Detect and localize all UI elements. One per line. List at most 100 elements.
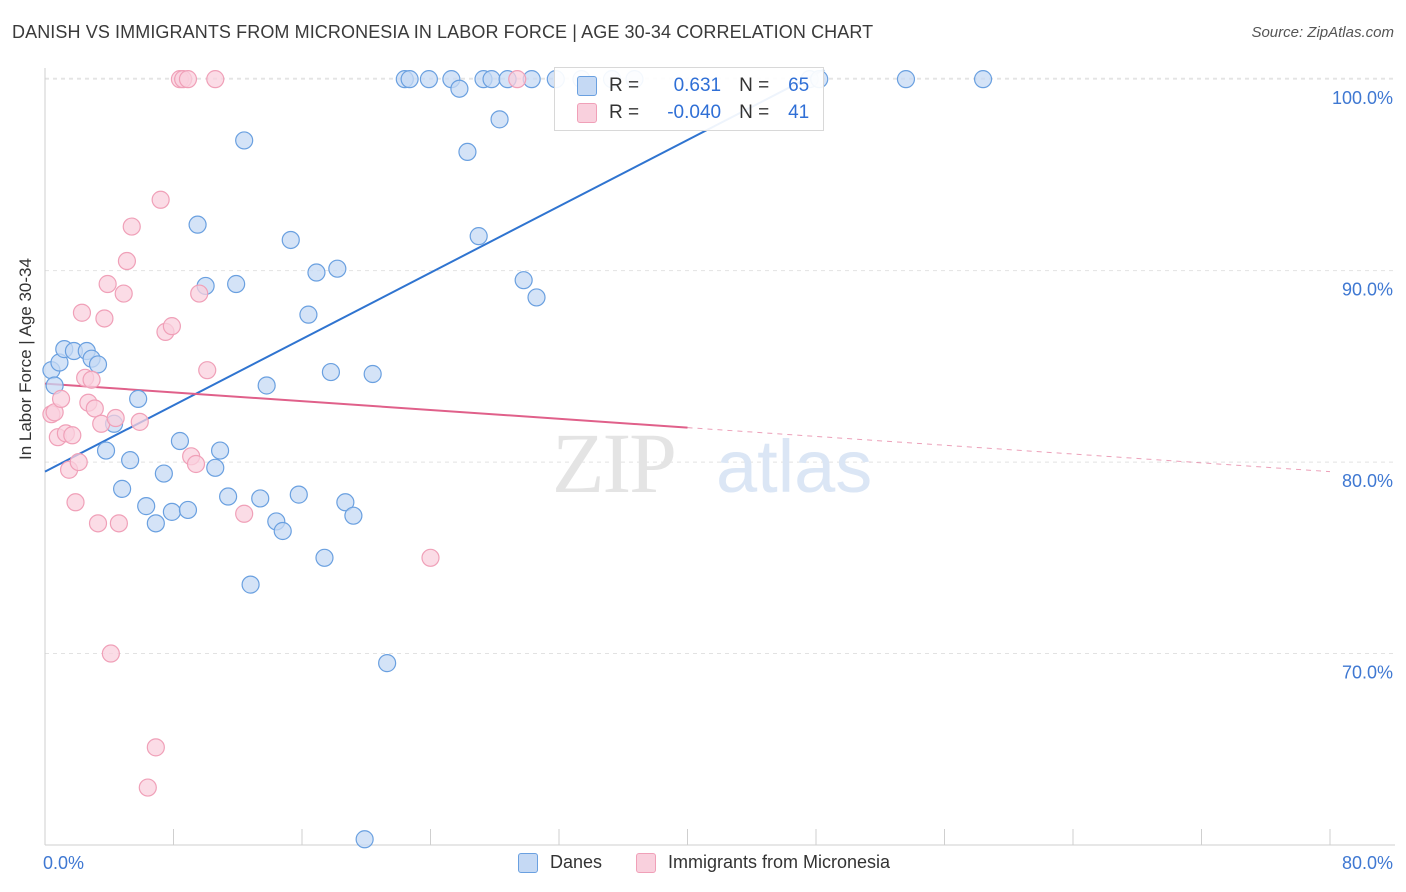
point-danes [188,215,207,234]
point-micronesia [117,251,137,271]
point-danes [154,464,173,483]
point-danes [129,389,148,408]
point-danes [251,489,270,508]
point-micronesia [186,454,206,474]
point-micronesia [69,452,88,472]
point-danes [321,362,341,382]
point-danes [289,485,308,504]
point-micronesia [508,70,527,89]
legend-swatch-danes [577,76,597,96]
point-danes [235,131,254,150]
point-micronesia [130,412,149,431]
point-danes [355,830,374,849]
point-danes [88,355,108,374]
chart-source: Source: ZipAtlas.com [1251,24,1394,41]
x-tick-label: 0.0% [43,853,84,873]
point-micronesia [101,644,120,663]
point-danes [219,487,238,506]
legend-n-label: N = [739,75,770,96]
point-micronesia [122,217,141,236]
point-danes [206,458,225,477]
point-danes [299,305,318,324]
point-danes [896,70,916,89]
legend-item-danes[interactable]: Danes [518,852,602,873]
point-danes [363,364,382,384]
point-danes [178,500,198,520]
point-danes [458,142,477,162]
point-danes [257,376,276,395]
legend-label-micronesia: Immigrants from Micronesia [668,852,891,872]
point-danes [490,110,509,129]
point-danes [514,271,533,290]
point-danes [273,521,292,541]
point-danes [336,493,355,512]
watermark-atlas: atlas [716,425,872,508]
y-tick-label: 70.0% [1342,663,1393,683]
legend-n-value-micronesia: 41 [788,102,810,123]
data-points [42,70,993,849]
point-micronesia [88,514,108,533]
point-micronesia [206,70,225,89]
y-tick-label: 90.0% [1342,280,1393,300]
legend-r-value-danes: 0.631 [673,75,722,96]
legend-row-danes: R = 0.631 N = 65 [577,73,809,99]
point-danes [227,274,246,294]
legend-n-label: N = [739,102,770,123]
point-micronesia [151,190,170,209]
y-axis-label: In Labor Force | Age 30-34 [16,258,35,460]
point-danes [170,431,190,451]
point-danes [344,506,363,525]
legend-label-danes: Danes [550,852,603,872]
point-micronesia [114,284,133,303]
legend-r-label: R = [609,75,640,96]
point-danes [281,230,300,250]
point-micronesia [178,70,198,89]
tick-labels: 100.0% 90.0% 80.0% 70.0% 0.0% 80.0% [43,88,1393,873]
point-micronesia [51,389,71,408]
legend-r-label: R = [609,102,640,123]
series-legend: Danes Immigrants from Micronesia [0,852,1406,878]
point-micronesia [162,317,181,336]
point-danes [137,497,156,516]
point-danes [146,514,165,533]
point-micronesia [146,738,165,757]
trend-lines [44,68,1331,473]
watermark: ZIP atlas [552,415,872,511]
point-micronesia [421,548,440,567]
point-danes [482,70,501,89]
stats-legend: R = 0.631 N = 65 R = -0.040 N = 41 [554,67,824,131]
point-micronesia [85,399,104,418]
point-danes [210,441,230,460]
point-danes [121,451,140,470]
point-micronesia [82,370,101,389]
point-micronesia [198,361,217,380]
legend-swatch-micronesia [636,852,656,873]
trend-line-danes [44,68,825,473]
trend-line-micronesia [44,382,688,429]
point-micronesia [138,778,157,797]
point-danes [973,70,993,89]
chart-title: DANISH VS IMMIGRANTS FROM MICRONESIA IN … [12,22,874,42]
y-tick-label: 80.0% [1342,471,1393,491]
point-danes [112,479,132,498]
point-danes [400,70,419,89]
point-micronesia [98,274,117,294]
legend-item-micronesia[interactable]: Immigrants from Micronesia [636,852,890,873]
point-danes [162,502,181,521]
point-danes [315,548,334,567]
point-danes [328,259,347,278]
x-tick-label: 80.0% [1342,853,1393,873]
point-micronesia [235,504,254,523]
point-danes [241,575,260,594]
legend-swatch-danes [518,852,538,873]
point-danes [419,70,438,89]
point-danes [96,441,116,460]
axes [44,68,1395,846]
point-micronesia [72,303,92,322]
grid-lines [45,77,1395,655]
point-danes [450,79,469,98]
legend-n-value-danes: 65 [788,75,810,96]
point-micronesia [63,426,82,445]
point-micronesia [95,309,114,328]
